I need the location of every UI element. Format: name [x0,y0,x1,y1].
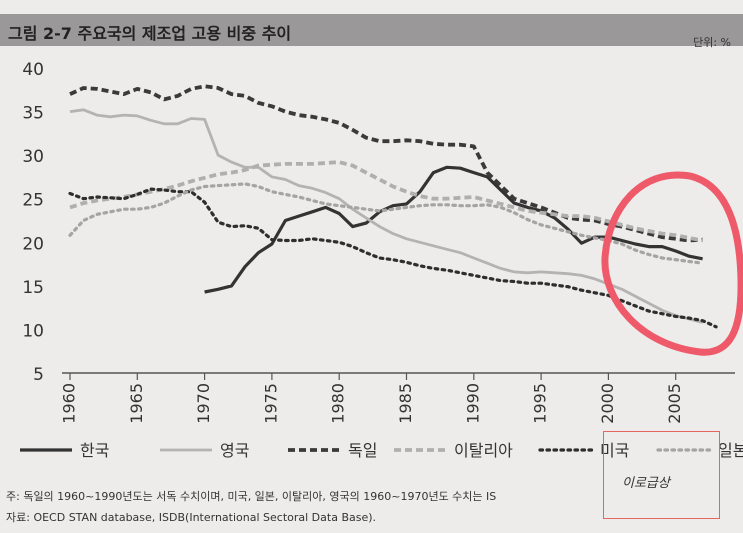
y-tick-label: 20 [22,234,44,254]
watermark-text: 이로급상 [622,476,670,491]
x-tick-label: 1965 [127,383,146,424]
legend-label-1: 한국 [80,441,109,460]
x-tick-label: 1975 [261,383,280,424]
title-bar: 그림 2-7 주요국의 제조업 고용 비중 추이 [0,14,743,46]
series-line-2 [69,108,703,324]
source-note: 자료: OECD STAN database, ISDB(Internation… [6,511,377,524]
footnote: 주: 독일의 1960~1990년도는 서독 수치이며, 미국, 일본, 이탈리… [6,490,497,503]
y-tick-label: 10 [22,321,44,341]
series-line-1 [204,165,703,294]
y-tick-label: 5 [33,365,44,385]
y-tick-label: 35 [22,104,44,124]
chart-title: 그림 2-7 주요국의 제조업 고용 비중 추이 [8,24,292,43]
y-tick-label: 40 [22,60,44,80]
unit-label: 단위: % [693,36,731,49]
x-tick-label: 1970 [194,383,213,424]
legend-label-2: 영국 [220,441,249,460]
series-line-3 [69,84,703,243]
watermark-stamp: 이로급상 [603,431,720,519]
legend-label-5: 미국 [600,441,629,460]
x-tick-label: 1980 [329,383,348,424]
x-tick-label: 1985 [396,383,415,424]
x-tick-label: 1990 [463,383,482,424]
y-tick-label: 25 [22,191,44,211]
x-tick-label: 1960 [60,383,79,424]
legend-label-6: 일본 [718,441,743,460]
legend-label-4: 이탈리아 [454,441,513,460]
series-line-5 [68,187,718,329]
legend-label-3: 독일 [348,441,377,460]
y-tick-label: 30 [22,147,44,167]
series-line-6 [68,182,705,265]
y-tick-label: 15 [22,278,44,298]
x-tick-label: 2000 [598,383,617,424]
annotation-circle [601,171,743,356]
x-tick-label: 1995 [531,383,550,424]
x-tick-label: 2005 [665,383,684,424]
series-line-4 [69,160,703,243]
